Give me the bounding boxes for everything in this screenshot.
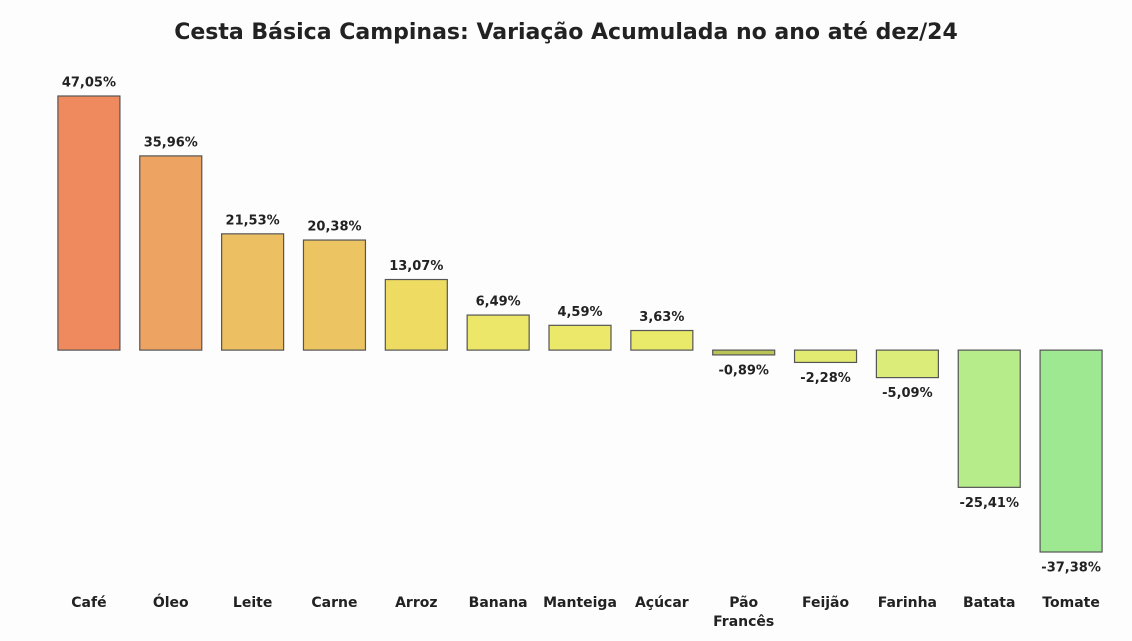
x-tick-label: Batata	[963, 595, 1016, 611]
value-label: -25,41%	[959, 496, 1019, 511]
bar	[875, 349, 939, 379]
x-tick-label: Arroz	[395, 595, 438, 611]
bar	[466, 314, 530, 351]
bar	[712, 349, 776, 356]
value-label: -0,89%	[718, 363, 769, 378]
bar	[1039, 349, 1103, 553]
value-label: 4,59%	[557, 305, 602, 320]
bar	[57, 95, 121, 351]
bar	[384, 278, 448, 351]
value-label: -37,38%	[1041, 561, 1101, 576]
x-tick-label: Farinha	[877, 595, 938, 611]
value-label: 35,96%	[144, 135, 198, 150]
bar	[793, 349, 858, 364]
bar	[630, 329, 694, 351]
bar	[221, 233, 285, 351]
x-tick-label: Leite	[232, 595, 273, 611]
value-label: 6,49%	[476, 295, 521, 310]
value-label: 3,63%	[639, 310, 684, 325]
bar	[548, 324, 612, 351]
x-tick-label: Tomate	[1042, 595, 1100, 611]
x-tick-label: Pão Francês	[713, 595, 775, 630]
bar	[957, 349, 1021, 488]
x-tick-label: Café	[71, 595, 107, 611]
value-label: -5,09%	[882, 386, 933, 401]
x-tick-label: Açúcar	[634, 595, 689, 611]
value-label: -2,28%	[800, 371, 851, 386]
bar	[302, 239, 367, 351]
value-label: 21,53%	[226, 213, 280, 228]
bar	[139, 155, 203, 351]
x-tick-label: Feijão	[801, 595, 850, 611]
value-label: 13,07%	[389, 259, 443, 274]
x-tick-label: Manteiga	[543, 595, 617, 611]
x-tick-label: Óleo	[152, 595, 189, 611]
value-label: 20,38%	[307, 220, 361, 235]
chart-title: Cesta Básica Campinas: Variação Acumulad…	[174, 20, 958, 45]
x-tick-label: Banana	[468, 595, 528, 611]
value-label: 47,05%	[62, 76, 116, 91]
x-tick-label: Carne	[311, 595, 358, 611]
